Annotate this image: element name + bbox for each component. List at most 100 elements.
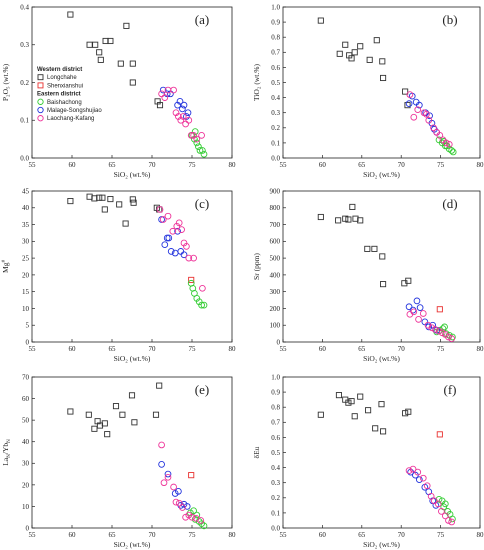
panel-label: (f) — [444, 382, 457, 397]
point-shenxianshui — [436, 431, 443, 438]
point-longchahe — [380, 428, 387, 435]
y-tick-label: 0.2 — [271, 494, 280, 502]
point-longchahe — [378, 401, 385, 408]
point-malage-songshujiao — [426, 112, 433, 120]
legend-header: Eastern district — [37, 92, 81, 98]
y-tick-label: 0 — [26, 338, 30, 346]
point-laochang-kafang — [435, 327, 443, 335]
y-tick-label: 30 — [22, 460, 30, 468]
y-tick-label: 0.6 — [271, 64, 280, 72]
point-malage-songshujiao — [421, 318, 429, 326]
point-baishachong — [449, 148, 457, 156]
x-tick-label: 60 — [319, 161, 327, 169]
point-laochang-kafang — [409, 465, 417, 473]
legend-entry-malage-songshujiao: Malage-Songshujiao — [47, 108, 102, 114]
point-longchahe — [405, 277, 412, 284]
point-longchahe — [342, 41, 349, 48]
y-tick-label: 0.3 — [271, 109, 280, 117]
point-longchahe — [97, 56, 104, 63]
point-longchahe — [348, 55, 355, 62]
x-tick-label: 60 — [69, 345, 77, 353]
point-longchahe — [107, 196, 114, 203]
point-laochang-kafang — [438, 329, 446, 337]
x-tick-label: 60 — [69, 531, 77, 539]
x-tick-label: 80 — [477, 531, 484, 539]
y-tick-label: 50 — [22, 417, 30, 425]
point-malage-songshujiao — [177, 248, 185, 255]
y-tick-label: 0.3 — [20, 41, 29, 49]
point-laochang-kafang — [423, 110, 430, 118]
point-laochang-kafang — [160, 479, 168, 487]
plot-frame — [282, 190, 481, 343]
point-baishachong — [448, 147, 455, 154]
y-tick-label: 400 — [270, 271, 281, 279]
x-tick-label: 60 — [69, 161, 77, 169]
point-baishachong — [193, 295, 201, 302]
point-longchahe — [119, 411, 126, 418]
point-longchahe — [352, 215, 359, 222]
point-longchahe — [345, 216, 352, 223]
point-laochang-kafang — [175, 499, 183, 507]
point-longchahe — [345, 399, 352, 406]
y-tick-label: 700 — [270, 221, 281, 229]
point-longchahe — [357, 393, 364, 400]
point-malage-songshujiao — [158, 461, 165, 468]
point-longchahe — [117, 60, 124, 67]
y-tick-label: 900 — [270, 187, 281, 195]
point-baishachong — [189, 284, 197, 292]
y-tick-label: 0 — [277, 338, 281, 346]
point-laochang-kafang — [170, 483, 177, 491]
y-tick-label: 0.1 — [271, 139, 280, 147]
point-longchahe — [366, 56, 373, 63]
x-tick-label: 65 — [109, 161, 117, 169]
point-longchahe — [101, 420, 108, 427]
panel-label: (b) — [442, 12, 457, 27]
y-tick-label: 0.2 — [20, 79, 29, 87]
point-laochang-kafang — [427, 492, 435, 500]
x-tick-label: 60 — [319, 345, 327, 353]
y-tick-label: 15 — [22, 288, 30, 296]
y-tick-label: 500 — [270, 255, 281, 263]
point-baishachong — [442, 330, 450, 337]
point-baishachong — [198, 301, 205, 309]
y-axis-label: P₂O₅ (wt.%) — [1, 63, 10, 101]
x-tick-label: 80 — [229, 531, 237, 539]
point-malage-songshujiao — [415, 101, 423, 109]
x-tick-label: 65 — [109, 531, 117, 539]
point-laochang-kafang — [428, 324, 436, 332]
point-baishachong — [449, 515, 456, 523]
point-laochang-kafang — [448, 335, 455, 342]
x-tick-label: 70 — [398, 531, 406, 539]
point-laochang-kafang — [199, 284, 206, 292]
x-axis-label: SiO₂ (wt.%) — [363, 170, 400, 179]
y-tick-label: 0.9 — [271, 19, 280, 27]
point-laochang-kafang — [425, 116, 433, 124]
point-laochang-kafang — [164, 212, 172, 220]
point-laochang-kafang — [415, 316, 422, 323]
point-laochang-kafang — [187, 132, 195, 139]
y-tick-label: 70 — [22, 373, 30, 381]
point-longchahe — [364, 245, 371, 252]
point-laochang-kafang — [188, 513, 196, 521]
chart-panel-f: 55 60 65 70 75 80 0.0 0.1 0.2 0.3 0.4 0.5 0.6 0.7 0.8 0… — [252, 373, 484, 549]
legend-marker — [37, 115, 44, 122]
y-tick-label: 0.4 — [20, 3, 29, 11]
x-tick-label: 75 — [189, 531, 197, 539]
point-longchahe — [317, 411, 324, 418]
x-tick-label: 60 — [319, 531, 327, 539]
y-tick-label: 0.9 — [271, 389, 280, 397]
point-malage-songshujiao — [159, 86, 167, 94]
y-tick-label: 0.1 — [271, 509, 280, 517]
legend: Western district Longchahe Shenxianshui Eas… — [37, 67, 102, 122]
x-tick-label: 55 — [29, 345, 37, 353]
panel-label: (e) — [195, 382, 209, 397]
point-malage-songshujiao — [161, 241, 169, 249]
y-tick-label: 35 — [22, 221, 30, 229]
point-laochang-kafang — [414, 106, 422, 114]
y-tick-label: 0.3 — [271, 479, 280, 487]
point-laochang-kafang — [197, 517, 205, 524]
y-tick-label: 800 — [270, 204, 281, 212]
point-shenxianshui — [436, 306, 443, 313]
y-tick-label: 0.7 — [271, 419, 280, 427]
